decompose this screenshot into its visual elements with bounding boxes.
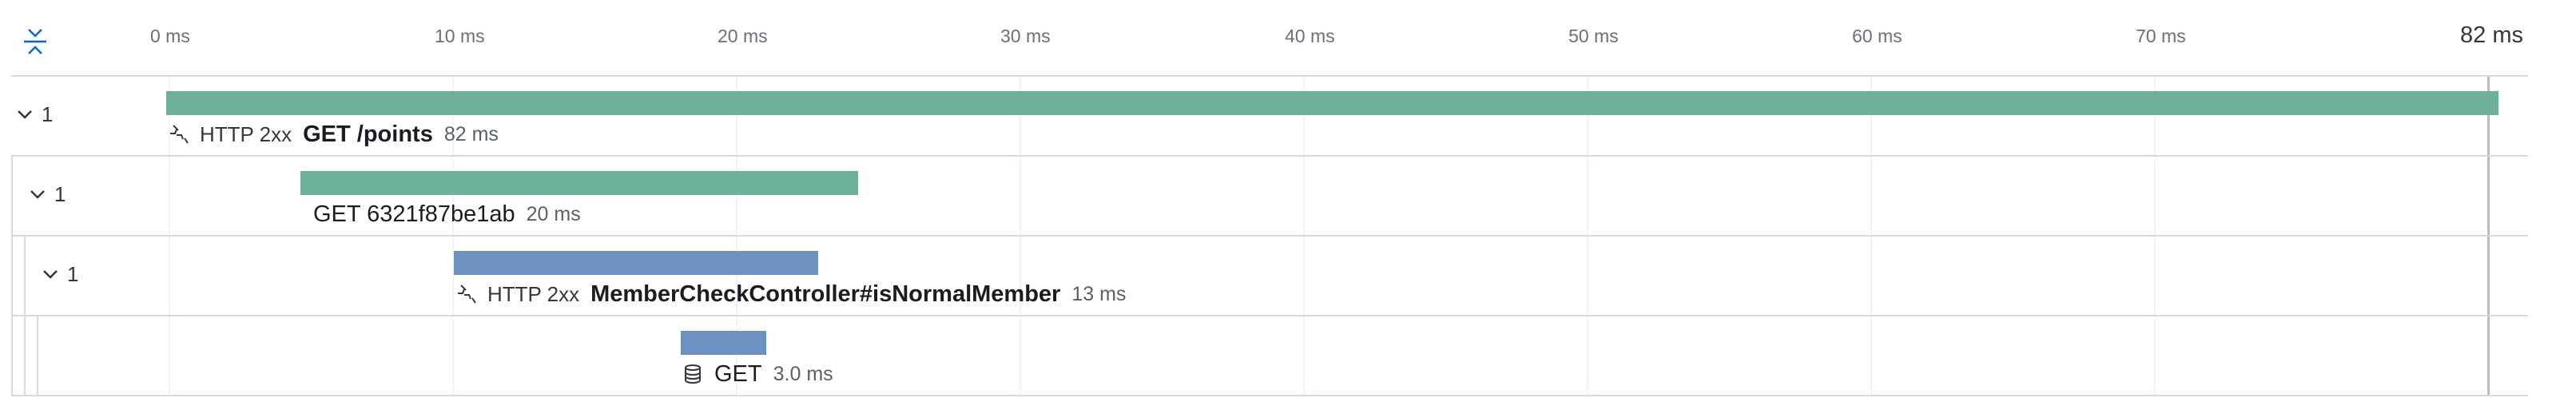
span-row-get-6321f87be1ab[interactable]: 1 GET 6321f87be1ab 20 ms (11, 157, 2528, 237)
http-transaction-icon (458, 285, 476, 304)
indent-line (37, 316, 38, 395)
span-duration: 3.0 ms (773, 362, 833, 385)
database-icon (685, 364, 701, 384)
http-status: HTTP 2xx (487, 281, 580, 306)
tick-label: 70 ms (2136, 26, 2186, 46)
tick-label: 20 ms (718, 26, 768, 46)
span-duration: 82 ms (443, 122, 499, 145)
timeline-header: 0 ms 10 ms 20 ms 30 ms 40 ms 50 ms 60 ms… (0, 0, 2576, 75)
collapse-all-icon[interactable] (19, 26, 51, 58)
indent-line (24, 237, 26, 315)
tick-label: 60 ms (1852, 26, 1902, 46)
span-name: GET (714, 360, 762, 387)
tick-label: 50 ms (1568, 26, 1619, 46)
span-label: GET 6321f87be1ab 20 ms (313, 200, 581, 229)
span-bar[interactable] (681, 331, 766, 355)
chevron-down-icon (30, 190, 45, 199)
tick-label: 0 ms (150, 26, 190, 46)
span-duration: 20 ms (526, 202, 581, 225)
indent-line (24, 316, 26, 395)
span-label: HTTP 2xx GET /points 82 ms (168, 120, 499, 149)
tick-label: 30 ms (1000, 26, 1051, 46)
child-count: 1 (42, 102, 54, 126)
span-name: GET 6321f87be1ab (313, 201, 515, 227)
chevron-down-icon (43, 270, 58, 279)
indent-line (11, 316, 13, 395)
chevron-down-icon (18, 110, 32, 119)
tick-label: 10 ms (435, 26, 485, 46)
child-count: 1 (54, 181, 66, 206)
row-toggle[interactable]: 1 (16, 101, 53, 128)
child-count: 1 (67, 261, 79, 286)
span-row-get-points[interactable]: 1 HTTP 2xx GET /points 82 ms (11, 77, 2528, 157)
span-label: GET 3.0 ms (682, 360, 833, 388)
indent-line (11, 157, 13, 235)
http-status: HTTP 2xx (200, 121, 292, 146)
row-toggle[interactable]: 1 (42, 261, 78, 288)
span-name: MemberCheckController#isNormalMember (590, 281, 1061, 307)
end-time-label: 82 ms (2460, 22, 2523, 48)
tick-label: 40 ms (1285, 26, 1335, 46)
http-transaction-icon (170, 125, 189, 144)
span-bar[interactable] (300, 171, 858, 195)
span-bar[interactable] (166, 91, 2498, 115)
span-name: GET /points (303, 121, 433, 147)
row-toggle[interactable]: 1 (29, 181, 66, 208)
span-row-get-db[interactable]: GET 3.0 ms (11, 316, 2528, 396)
span-row-membercheck[interactable]: 1 HTTP 2xx MemberCheckController#isNorma… (11, 237, 2528, 316)
span-label: HTTP 2xx MemberCheckController#isNormalM… (455, 280, 1126, 308)
span-bar[interactable] (454, 251, 818, 275)
span-duration: 13 ms (1071, 282, 1127, 305)
indent-line (11, 237, 13, 315)
header-divider (11, 75, 2528, 77)
